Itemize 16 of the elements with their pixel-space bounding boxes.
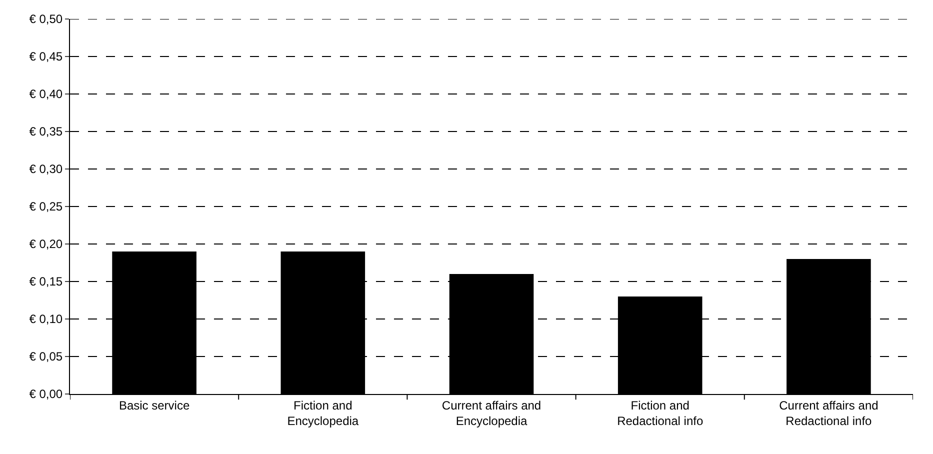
x-tick-label: Current affairs and Encyclopedia [442, 398, 542, 428]
x-tick-label: Current affairs and Redactional info [779, 398, 878, 428]
y-tick-label: € 0,00 [29, 387, 63, 402]
y-tick-label: € 0,35 [29, 124, 63, 139]
y-tick-label: € 0,05 [29, 350, 63, 364]
y-tick-label: € 0,25 [29, 200, 63, 214]
y-tick-label: € 0,50 [29, 12, 63, 26]
y-tick-label: € 0,40 [29, 87, 63, 102]
y-tick-label: € 0,30 [29, 162, 63, 176]
x-tick-label: Fiction and Redactional info [617, 398, 704, 428]
x-tick-label: Fiction and Encyclopedia [287, 398, 359, 428]
y-tick-label: € 0,10 [29, 312, 63, 326]
x-tick-label: Basic service [118, 398, 190, 412]
y-tick-label: € 0,15 [29, 274, 63, 289]
y-tick-label: € 0,45 [29, 50, 63, 64]
y-tick-label: € 0,20 [29, 237, 63, 252]
